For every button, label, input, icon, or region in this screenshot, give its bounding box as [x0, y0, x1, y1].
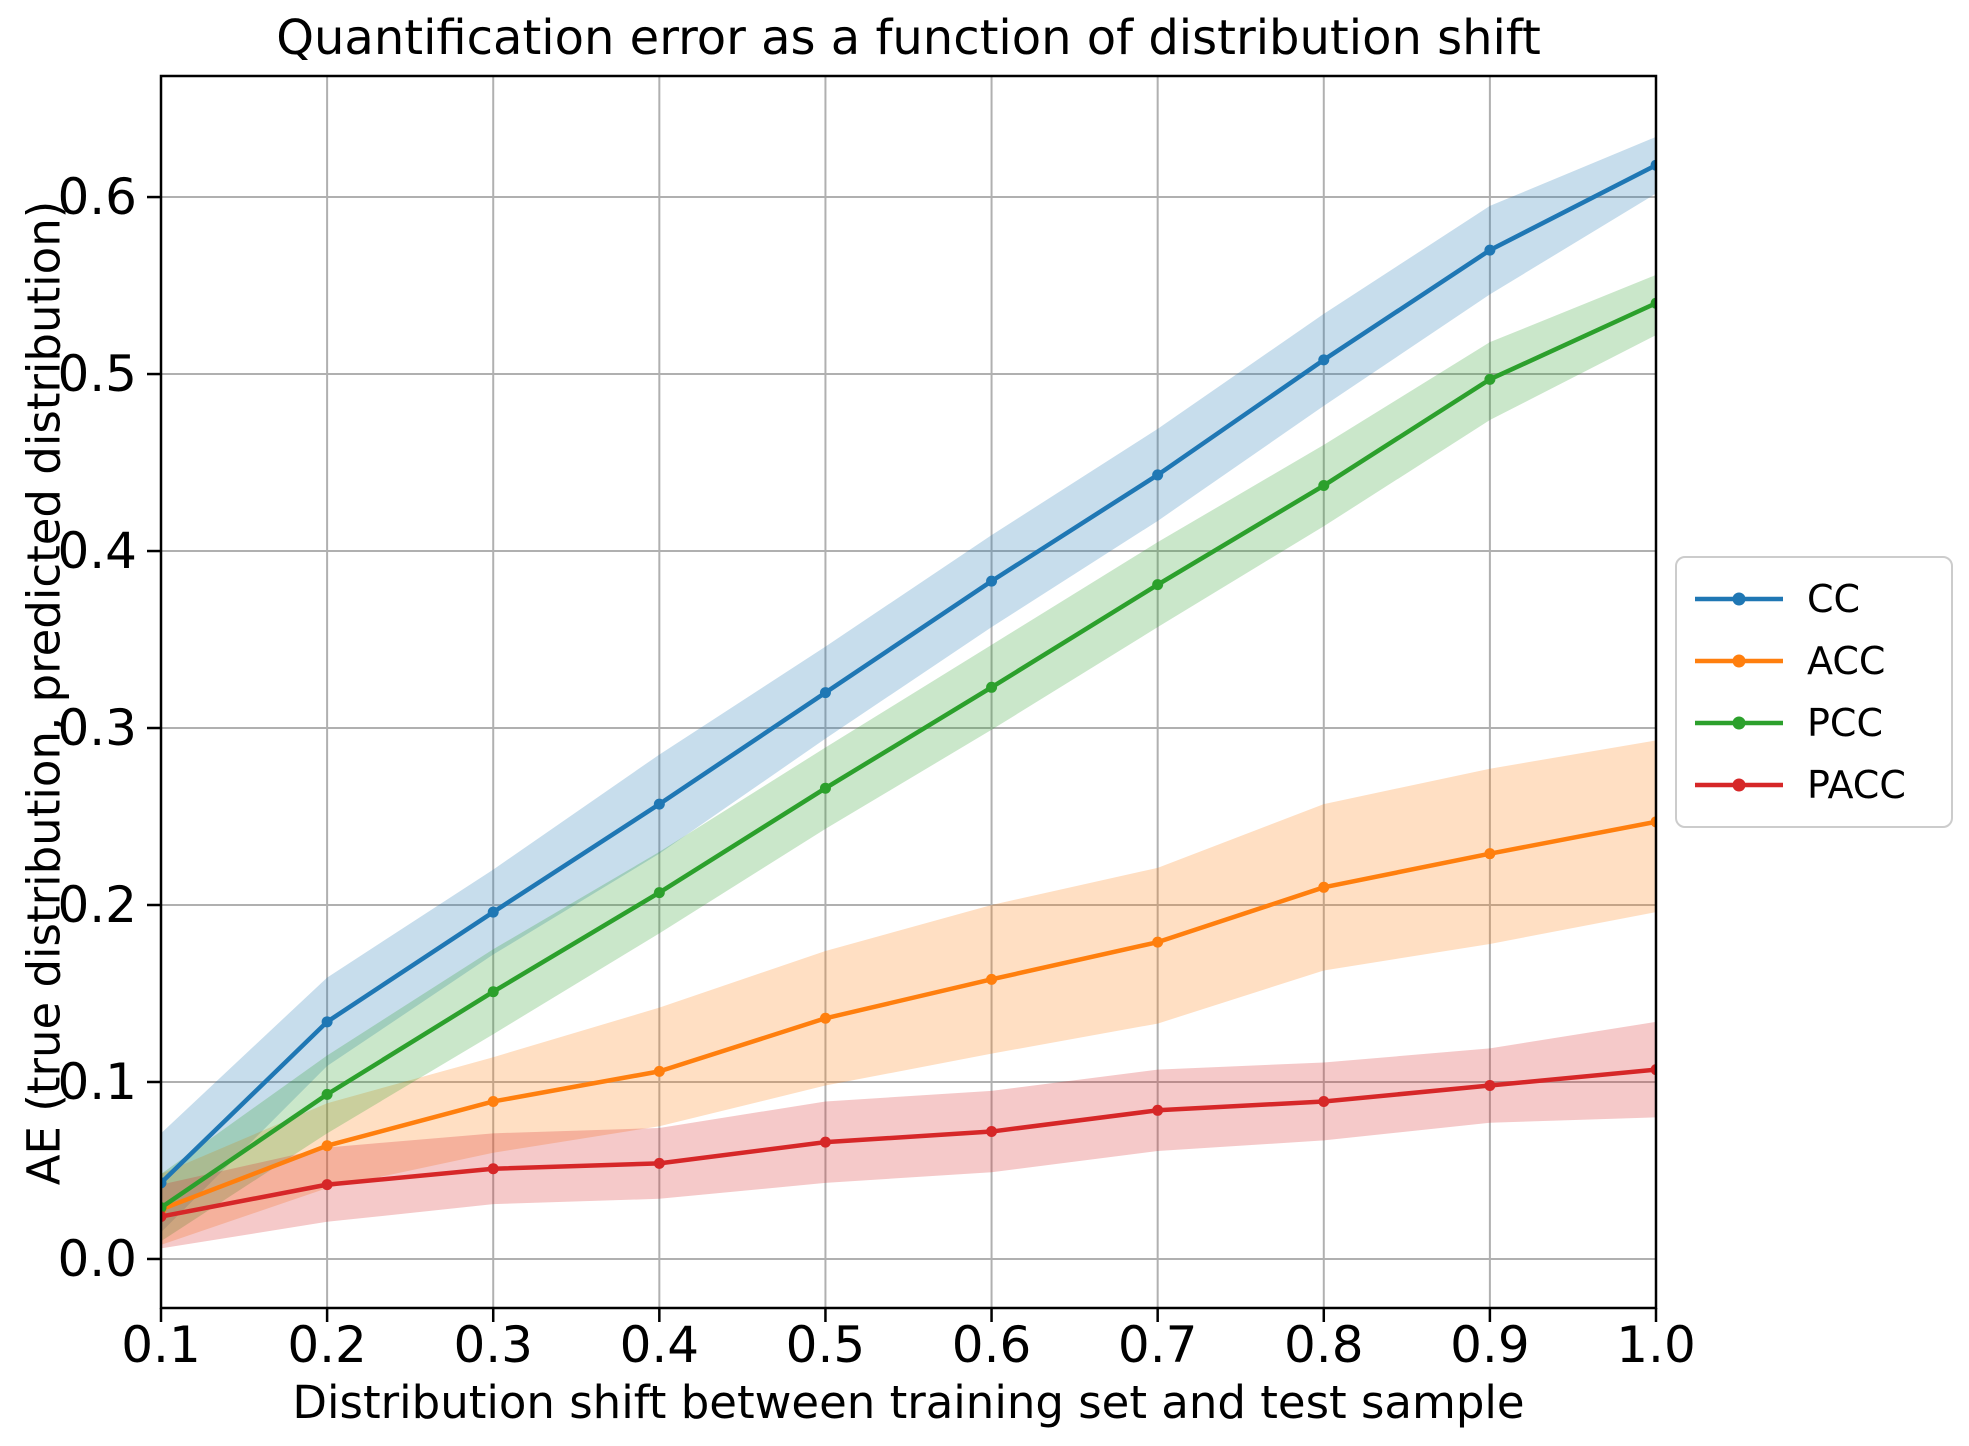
y-tick-label: 0.6 [57, 168, 137, 226]
data-point-pacc [1318, 1095, 1330, 1107]
legend-item-cc: CC [1677, 580, 1951, 618]
x-tick-label: 0.5 [786, 1316, 866, 1374]
data-point-pacc [1484, 1080, 1496, 1092]
legend-label-pcc: PCC [1807, 701, 1883, 745]
x-tick-label: 0.1 [121, 1316, 201, 1374]
x-tick-label: 1.0 [1616, 1316, 1696, 1374]
series-band-acc [161, 740, 1656, 1245]
data-point-cc [487, 906, 499, 918]
legend-item-acc: ACC [1677, 642, 1951, 680]
data-point-acc [1152, 936, 1164, 948]
data-point-pacc [1650, 1064, 1656, 1076]
pacc-line-swatch-icon [1695, 778, 1783, 792]
data-point-pacc [1152, 1104, 1164, 1116]
y-axis-label: AE (true distribution, predicted distrib… [17, 200, 71, 1186]
legend-label-acc: ACC [1807, 639, 1886, 683]
data-point-acc [986, 973, 998, 985]
cc-line-swatch-icon [1695, 592, 1783, 606]
data-point-pacc [986, 1126, 998, 1138]
series-band-cc [161, 136, 1656, 1233]
data-point-pcc [1484, 373, 1496, 385]
data-point-pcc [819, 782, 831, 794]
data-point-cc [321, 1016, 333, 1028]
data-point-acc [653, 1065, 665, 1077]
data-point-acc [487, 1095, 499, 1107]
series-line-pacc [161, 1067, 1656, 1219]
series-line-acc [161, 819, 1656, 1212]
y-tick-label: 0.0 [57, 1230, 137, 1288]
chart-title: Quantification error as a function of di… [276, 10, 1541, 66]
data-point-cc [1650, 159, 1656, 171]
data-point-pcc [653, 887, 665, 899]
legend-label-pacc: PACC [1807, 763, 1906, 807]
data-point-acc [1650, 816, 1656, 828]
data-point-cc [1484, 244, 1496, 256]
y-tick-label: 0.2 [57, 876, 137, 934]
data-point-pcc [1650, 297, 1656, 309]
series-line-pcc [161, 301, 1656, 1210]
y-tick-label: 0.3 [57, 699, 137, 757]
data-point-cc [819, 687, 831, 699]
x-tick-label: 0.8 [1284, 1316, 1364, 1374]
y-tick-label: 0.4 [57, 522, 137, 580]
data-point-pcc [986, 681, 998, 693]
data-point-pcc [321, 1088, 333, 1100]
data-point-pacc [819, 1136, 831, 1148]
x-tick-label: 0.3 [453, 1316, 533, 1374]
legend-item-pacc: PACC [1677, 766, 1951, 804]
pcc-line-swatch-icon [1695, 716, 1783, 730]
data-point-pcc [487, 986, 499, 998]
data-point-cc [986, 575, 998, 587]
series-line-cc [161, 163, 1656, 1185]
plot-border [159, 74, 1658, 1310]
data-point-pcc [1152, 579, 1164, 591]
acc-line-swatch-icon [1695, 654, 1783, 668]
x-axis-label: Distribution shift between training set … [292, 1376, 1525, 1429]
data-point-acc [1318, 881, 1330, 893]
data-point-cc [161, 1177, 167, 1189]
legend-label-cc: CC [1807, 577, 1861, 621]
data-point-pacc [487, 1163, 499, 1175]
data-point-cc [1318, 354, 1330, 366]
data-point-cc [1152, 469, 1164, 481]
data-point-pacc [653, 1157, 665, 1169]
data-point-acc [1484, 848, 1496, 860]
legend: CC ACC PCC PACC [1675, 556, 1953, 828]
data-point-pacc [161, 1210, 167, 1222]
series-band-pcc [161, 274, 1656, 1242]
x-tick-label: 0.2 [287, 1316, 367, 1374]
data-point-cc [653, 798, 665, 810]
data-point-pcc [161, 1202, 167, 1214]
data-point-acc [819, 1012, 831, 1024]
y-tick-label: 0.5 [57, 345, 137, 403]
y-tick-label: 0.1 [57, 1053, 137, 1111]
data-point-pacc [321, 1179, 333, 1191]
x-tick-label: 0.7 [1118, 1316, 1198, 1374]
data-point-acc [321, 1140, 333, 1152]
data-point-pcc [1318, 480, 1330, 492]
x-tick-label: 0.9 [1450, 1316, 1530, 1374]
x-tick-label: 0.4 [620, 1316, 700, 1374]
legend-item-pcc: PCC [1677, 704, 1951, 742]
x-tick-label: 0.6 [952, 1316, 1032, 1374]
